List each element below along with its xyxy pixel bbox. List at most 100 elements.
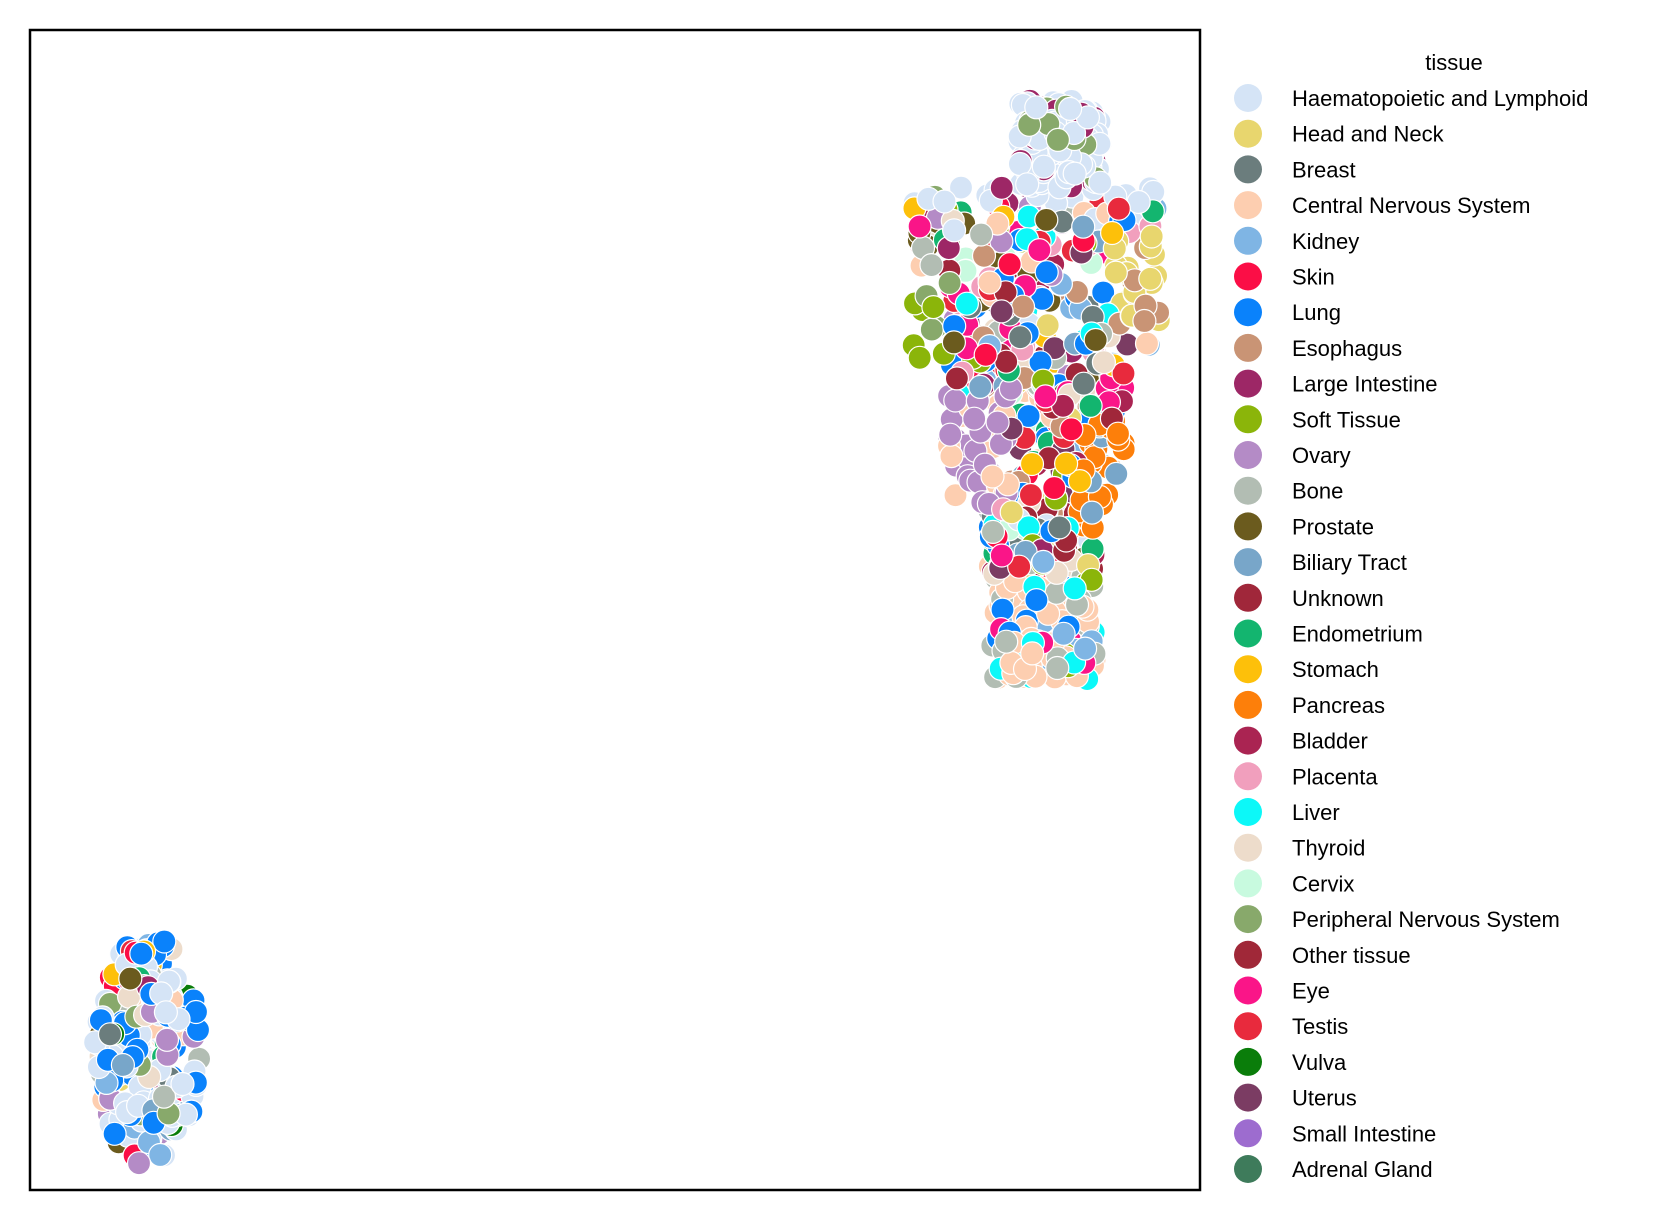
legend-label: Peripheral Nervous System [1292,907,1560,932]
legend-label: Ovary [1292,443,1351,468]
scatter-point [1031,154,1056,179]
scatter-point [1103,260,1128,285]
scatter-point [1034,207,1059,232]
legend-label: Thyroid [1292,836,1365,861]
scatter-point [1027,238,1052,263]
scatter-point [1053,451,1079,476]
scatter-point [1134,331,1160,356]
legend-label: Vulva [1292,1050,1347,1075]
scatter-point [907,345,932,370]
scatter-point [919,317,944,342]
legend-marker-thyroid [1234,833,1262,862]
legend-label: Eye [1292,979,1330,1004]
legend-label: Uterus [1292,1086,1357,1111]
scatter-point [1015,172,1040,197]
scatter-point [1078,393,1103,418]
legend-label: Bone [1292,479,1343,504]
scatter-point [941,330,967,355]
scatter-point [1051,621,1076,646]
legend-marker-placenta [1234,762,1262,791]
scatter-point [1007,151,1033,177]
scatter-point [129,941,154,966]
legend-marker-bone [1234,476,1262,505]
legend-label: Small Intestine [1292,1121,1436,1146]
scatter-point [1091,350,1117,375]
legend-marker-eye [1234,976,1262,1005]
scatter-point [1071,371,1096,396]
scatter-point [1099,220,1125,246]
scatter-point [1045,655,1070,681]
scatter-point [1105,421,1131,446]
legend-marker-pancreas [1234,690,1262,719]
legend-label: Prostate [1292,514,1374,539]
scatter-point [1008,325,1033,350]
scatter-point [1059,417,1084,442]
scatter-point [994,629,1019,654]
scatter-point [948,175,974,200]
scatter-point [1019,451,1045,477]
scatter-point [941,218,967,243]
legend-label: Adrenal Gland [1292,1157,1433,1182]
legend-marker-stomach [1234,655,1262,684]
legend-label: Other tissue [1292,943,1411,968]
legend-marker-central-nervous-system [1234,191,1262,220]
scatter-point [943,483,968,508]
scatter-point [1062,576,1087,601]
legend: tissue Haematopoietic and Lymphoid Head a… [1234,50,1588,1183]
scatter-point [170,1071,195,1097]
scatter-point [1088,170,1113,195]
scatter-point [997,252,1022,277]
legend-label: Bladder [1292,729,1368,754]
legend-label: Endometrium [1292,622,1423,647]
legend-marker-liver [1234,798,1262,826]
scatter-point [1042,475,1067,501]
legend-marker-large-intestine [1234,369,1262,398]
legend-marker-biliary-tract [1234,548,1262,577]
legend-marker-small-intestine [1234,1119,1262,1148]
legend-label: Large Intestine [1292,372,1438,397]
legend-label: Skin [1292,265,1335,290]
scatter-point [937,270,962,296]
scatter-point [1031,549,1056,575]
scatter-point [97,1022,123,1047]
scatter-point [1016,403,1041,429]
legend-marker-prostate [1234,512,1262,541]
legend-marker-breast [1234,155,1262,184]
scatter-point [1106,196,1131,221]
scatter-point [1024,587,1049,613]
legend-marker-soft-tissue [1234,405,1262,434]
legend-label: Kidney [1292,229,1359,254]
legend-label: Lung [1292,300,1341,325]
scatter-point [968,222,994,247]
scatter-point [907,214,932,239]
legend-label: Esophagus [1292,336,1402,361]
scatter-point [944,366,970,391]
scatter-point [973,342,998,367]
legend-marker-adrenal-gland [1234,1155,1262,1183]
scatter-point [968,374,993,399]
legend-label: Cervix [1292,871,1354,896]
scatter-point [1024,95,1049,120]
scatter-point [1034,260,1059,285]
scatter-point [938,422,963,447]
scatter-point [1010,294,1036,319]
scatter-point [152,929,177,954]
scatter-point [971,243,997,268]
scatter-point [1045,127,1071,152]
scatter-point [1138,266,1163,291]
legend-label: Haematopoietic and Lymphoid [1292,86,1588,111]
scatter-point [1047,515,1072,540]
scatter-point [1139,224,1164,249]
scatter-point [921,295,946,320]
scatter-point [999,500,1024,525]
scatter-point [1132,308,1157,334]
legend-label: Stomach [1292,657,1379,682]
legend-marker-unknown [1234,583,1262,612]
scatter-point [989,543,1014,568]
legend-label: Head and Neck [1292,122,1445,147]
scatter-point [153,1000,178,1025]
legend-marker-ovary [1234,441,1262,469]
legend-label: Testis [1292,1014,1348,1039]
